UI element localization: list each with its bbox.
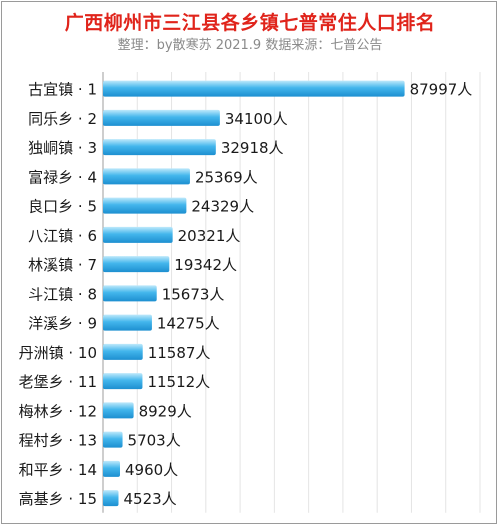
bar [103,373,143,390]
value-label: 8929人 [139,402,192,420]
bar [103,197,187,214]
bar [103,402,134,419]
category-label: 独峒镇 · 3 [28,139,97,157]
value-label: 87997人 [410,81,473,99]
category-label: 八江镇 · 6 [28,227,97,245]
grid-lines [102,72,481,513]
value-label: 4960人 [125,461,178,479]
bar [103,343,143,360]
category-label: 良口乡 · 5 [28,198,97,216]
value-label: 5703人 [128,432,181,450]
category-label: 古宜镇 · 1 [28,81,97,99]
category-label: 和平乡 · 14 [19,461,97,479]
category-label: 林溪镇 · 7 [28,256,97,274]
value-label: 32918人 [221,139,284,157]
value-labels: 87997人 34100人 32918人 25369人 24329人 20321人 1934… [124,81,473,509]
value-label: 11587人 [148,344,211,362]
category-label: 洋溪乡 · 9 [28,315,97,333]
category-label: 梅林乡 · 12 [19,402,97,420]
bar [103,168,190,185]
bar [103,109,220,126]
category-label: 斗江镇 · 8 [28,285,97,303]
value-label: 4523人 [124,490,177,508]
chart-subtitle: 整理：by散寒苏 2021.9 数据来源：七普公告 [117,38,383,53]
category-label: 高基乡 · 15 [19,490,97,508]
value-label: 20321人 [178,227,241,245]
bar [103,256,170,273]
value-label: 15673人 [162,285,225,303]
bar [103,460,120,477]
category-label: 富禄乡 · 4 [28,168,97,186]
category-label: 丹洲镇 · 10 [19,344,97,362]
value-label: 19342人 [174,256,237,274]
category-label: 程村乡 · 13 [19,432,97,450]
value-label: 11512人 [147,373,210,391]
bar [103,80,405,97]
bar [103,431,123,448]
value-label: 25369人 [195,168,258,186]
bar [103,285,157,302]
value-label: 14275人 [157,315,220,333]
value-label: 24329人 [191,198,254,216]
category-label: 同乐乡 · 2 [28,110,97,128]
value-label: 34100人 [225,110,288,128]
bar [103,314,152,331]
bar [103,490,119,507]
bar [103,226,173,243]
bars [103,80,405,507]
chart-title: 广西柳州市三江县各乡镇七普常住人口排名 [64,12,436,34]
category-label: 老堡乡 · 11 [19,373,97,391]
category-labels: 古宜镇 · 1 同乐乡 · 2 独峒镇 · 3 富禄乡 · 4 良口乡 · 5 八江镇 ·… [19,81,97,509]
bar [103,139,216,156]
